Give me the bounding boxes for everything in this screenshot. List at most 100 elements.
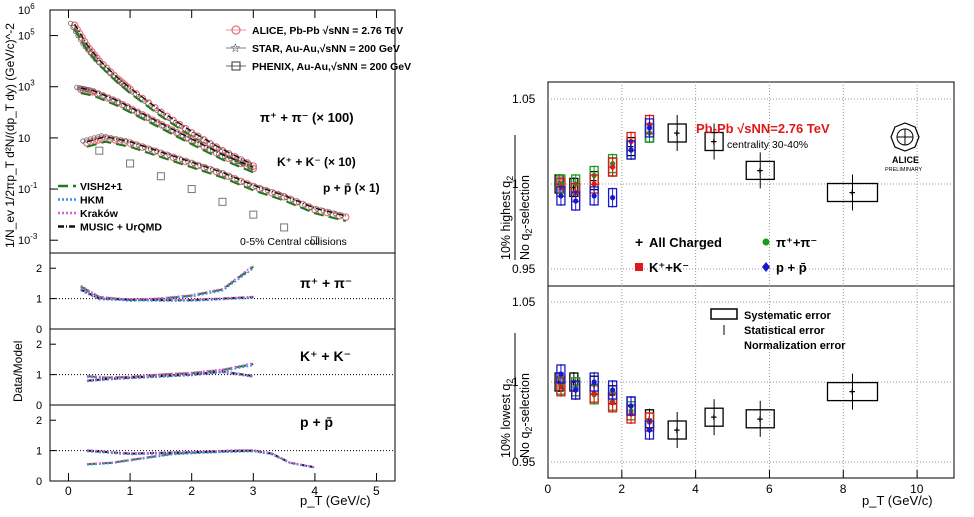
spectra-ytick-exp: 3 xyxy=(30,79,35,88)
star-point xyxy=(74,84,80,90)
annotation-protons: p + p̄ (× 1) xyxy=(323,181,380,195)
v2-point xyxy=(609,400,616,406)
star-point xyxy=(172,154,178,160)
v2-legend-square xyxy=(635,263,643,271)
ratio-ytick-label: 1 xyxy=(36,294,42,306)
star-point xyxy=(277,192,283,198)
star-point xyxy=(215,169,222,175)
star-point xyxy=(80,41,86,47)
legend-model-label: MUSIC + UrQMD xyxy=(80,222,162,234)
v2-highest-ylabel: 10% highest q2 No q2-selection xyxy=(499,135,534,260)
spectra-ylabel: 1/N_ev 1/2πp_T d²N/(dp_T dy) (GeV/c)^-2 xyxy=(3,23,17,248)
vish-curve xyxy=(86,140,346,222)
ratio-curve-krakow xyxy=(80,264,254,301)
left-xlabel: p_T (GeV/c) xyxy=(300,493,371,508)
ratio-curve-hkm xyxy=(80,289,254,302)
spectra-ytick-labels: 106 105 103 10 10-1 10-3 xyxy=(18,2,38,247)
music-curve xyxy=(80,87,254,168)
v2-point xyxy=(591,193,597,199)
vish-curve xyxy=(80,92,254,174)
v2-legend-plus: + xyxy=(635,234,643,250)
star-point xyxy=(91,135,97,141)
v2-point xyxy=(646,427,653,433)
star-point xyxy=(113,136,119,142)
music-curve xyxy=(74,23,254,166)
star-point xyxy=(135,110,142,116)
left-xaxis: 0 1 2 3 4 5 xyxy=(65,10,380,498)
v2-plus-marker: + xyxy=(674,128,680,140)
phenix-point xyxy=(95,146,104,155)
error-legend: Systematic error Statistical error Norma… xyxy=(710,308,846,352)
left-xtick-label: 3 xyxy=(250,484,257,498)
ratio-pions-label: π⁺ + π⁻ xyxy=(300,275,352,291)
v2-plus-marker: + xyxy=(570,377,576,389)
star-point xyxy=(228,174,234,180)
star-point xyxy=(320,207,326,214)
v2-point xyxy=(558,193,564,199)
annotation-pions: π⁺ + π⁻ (× 100) xyxy=(260,110,354,125)
svg-text:10% highest q2: 10% highest q2 xyxy=(499,176,515,260)
ratio-curve-hkm xyxy=(80,267,254,302)
spectra-ytick-label: 105 xyxy=(18,28,35,43)
ratio-ylabel: Data/Model xyxy=(11,341,25,402)
legend-data-label: STAR, Au-Au,√sNN = 200 GeV xyxy=(252,43,400,55)
ratio-ytick-label: 1 xyxy=(36,446,42,458)
star-point xyxy=(222,153,228,159)
phenix-point xyxy=(249,210,258,219)
v2-point xyxy=(591,181,597,187)
ratio-protons-frame xyxy=(49,404,396,482)
star-point xyxy=(84,137,90,143)
v2-legend-label: K⁺+K⁻ xyxy=(649,260,689,275)
v2-plus-marker: + xyxy=(757,414,763,426)
star-point xyxy=(185,135,191,142)
star-point xyxy=(191,138,197,145)
phenix-point xyxy=(218,197,227,206)
v2-point xyxy=(628,403,634,409)
ratio-ytick-label: 2 xyxy=(36,415,42,427)
v2-point xyxy=(558,384,564,390)
legend-data-label: ALICE, Pb-Pb √sNN = 2.76 TeV xyxy=(252,25,403,37)
alice-logo-sub: PRELIMINARY xyxy=(885,167,923,173)
ratio-kaons-label: K⁺ + K⁻ xyxy=(300,348,351,364)
v2-subtitle: centrality 30-40% xyxy=(727,139,808,151)
star-point xyxy=(85,47,91,53)
spectra-ytick-label: 10 xyxy=(18,133,30,145)
star-point xyxy=(203,145,209,151)
spectra-legend-data: ALICE, Pb-Pb √sNN = 2.76 TeV☆ STAR, Au-Au… xyxy=(226,25,411,73)
v2-point xyxy=(609,387,616,393)
star-point xyxy=(259,185,265,192)
spectra-ytick-label: 103 xyxy=(18,79,35,94)
right-xaxis: 0 2 4 6 8 10 xyxy=(545,470,924,496)
v2-legend-label: p + p̄ xyxy=(776,260,807,275)
phenix-point xyxy=(310,236,319,245)
ratio-curve-krakow xyxy=(86,449,316,468)
star-point xyxy=(86,87,92,93)
v2-legend-dot xyxy=(762,238,770,246)
star-point xyxy=(77,37,84,43)
legend-model-label: VISH2+1 xyxy=(80,181,122,193)
spectra-ytick-label: 106 xyxy=(18,2,35,17)
v2-lowest-ylabel: 10% lowest q2 No q2-selection xyxy=(499,333,534,458)
left-xtick-label: 2 xyxy=(188,484,195,498)
ratio-ytick-label: 0 xyxy=(36,400,42,412)
v2-point xyxy=(573,387,579,393)
spectra-ytick-exp: -1 xyxy=(30,181,38,190)
spectra-ytick-label: 10-1 xyxy=(18,181,38,196)
phenix-point xyxy=(126,159,135,168)
v2-point xyxy=(609,195,616,201)
music-curve xyxy=(86,135,346,217)
star-point xyxy=(68,20,74,26)
ratio-ytick-label: 0 xyxy=(36,476,42,488)
phenix-point xyxy=(187,185,196,194)
v2-point xyxy=(558,371,564,377)
star-point xyxy=(141,144,148,150)
legend-model-label: Kraków xyxy=(80,208,119,220)
v2-point xyxy=(628,147,634,153)
star-point xyxy=(96,91,102,97)
systematic-error-label: Systematic error xyxy=(744,310,832,322)
alice-point xyxy=(341,213,350,221)
v2-ytick-label: 0.95 xyxy=(512,262,536,276)
right-data: ++++++++++++++++++++ xyxy=(554,114,879,448)
star-point xyxy=(175,130,181,136)
statistical-error-label: Statistical error xyxy=(744,325,825,337)
